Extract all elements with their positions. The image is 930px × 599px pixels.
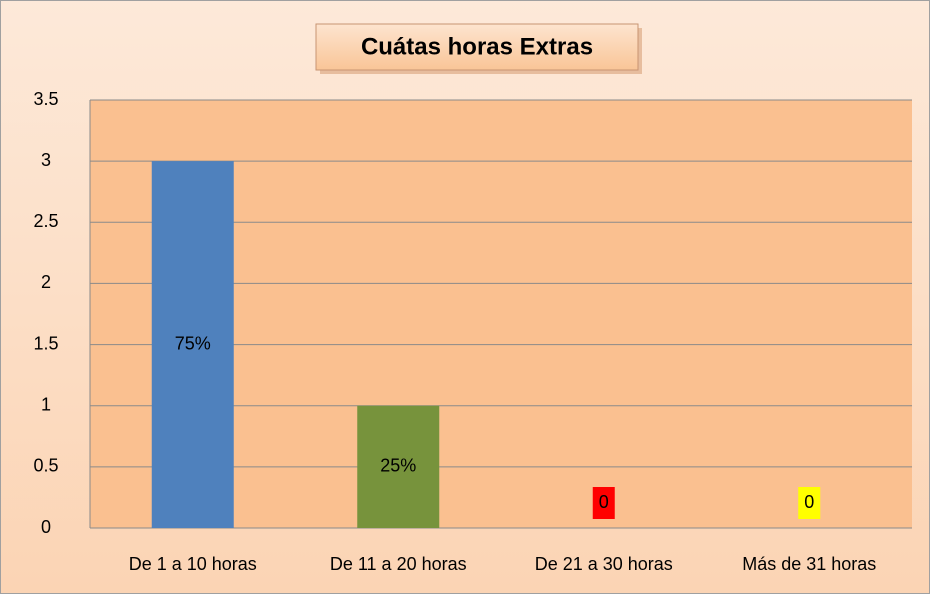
- x-tick-label: Más de 31 horas: [742, 554, 876, 574]
- bar: [151, 161, 234, 528]
- y-tick-label: 3.5: [33, 89, 58, 109]
- data-label: 25%: [380, 456, 416, 476]
- x-tick-label: De 1 a 10 horas: [129, 554, 257, 574]
- data-label: 0: [599, 492, 609, 512]
- y-tick-label: 1: [41, 394, 51, 414]
- data-label: 0: [804, 492, 814, 512]
- bar: [357, 405, 440, 528]
- y-tick-label: 3: [41, 150, 51, 170]
- y-tick-label: 2.5: [33, 211, 58, 231]
- y-tick-label: 0.5: [33, 456, 58, 476]
- data-label-box: [798, 487, 821, 519]
- title-box: [315, 23, 639, 71]
- chart-title: Cuátas horas Extras: [361, 33, 593, 60]
- y-tick-label: 2: [41, 272, 51, 292]
- data-label-box: [592, 487, 615, 519]
- y-tick-label: 1.5: [33, 333, 58, 353]
- y-tick-label: 0: [41, 517, 51, 537]
- x-tick-label: De 21 a 30 horas: [535, 554, 673, 574]
- x-tick-label: De 11 a 20 horas: [330, 554, 467, 574]
- data-label: 75%: [175, 333, 211, 353]
